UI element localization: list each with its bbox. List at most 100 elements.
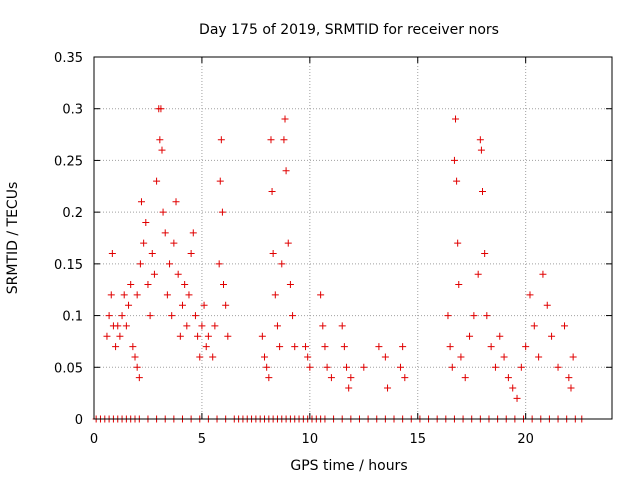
- data-point: [108, 250, 116, 258]
- data-point: [105, 312, 113, 320]
- data-point: [327, 374, 335, 382]
- data-point: [176, 332, 184, 340]
- data-point: [384, 384, 392, 392]
- data-point: [122, 322, 130, 330]
- data-point: [187, 250, 195, 258]
- data-point: [273, 322, 281, 330]
- data-point: [543, 301, 551, 309]
- data-point: [267, 136, 275, 144]
- data-point: [261, 353, 269, 361]
- data-point: [548, 332, 556, 340]
- data-point: [222, 301, 230, 309]
- data-point: [360, 363, 368, 371]
- data-point: [218, 208, 226, 216]
- data-point: [483, 312, 491, 320]
- data-point: [172, 198, 180, 206]
- data-point: [343, 363, 351, 371]
- data-point: [455, 281, 463, 289]
- data-point: [338, 322, 346, 330]
- y-tick-label: 0.35: [54, 51, 83, 66]
- data-point: [112, 343, 120, 351]
- data-point: [118, 312, 126, 320]
- data-point: [168, 312, 176, 320]
- y-tick-label: 0: [75, 413, 83, 428]
- data-point: [268, 187, 276, 195]
- x-tick-label: 0: [90, 432, 98, 447]
- data-point: [191, 312, 199, 320]
- data-point: [522, 343, 530, 351]
- x-tick-label: 20: [517, 432, 534, 447]
- data-point: [116, 332, 124, 340]
- data-point: [446, 343, 454, 351]
- x-axis-label: GPS time / hours: [290, 458, 407, 474]
- data-point: [153, 177, 161, 185]
- data-point: [204, 332, 212, 340]
- data-point: [258, 332, 266, 340]
- data-point: [136, 260, 144, 268]
- data-point: [107, 291, 115, 299]
- data-point: [144, 281, 152, 289]
- y-axis-label: SRMTID / TECUs: [5, 182, 21, 295]
- y-tick-label: 0.1: [62, 310, 83, 325]
- data-point: [148, 250, 156, 258]
- data-point: [142, 218, 150, 226]
- data-point: [224, 332, 232, 340]
- data-point: [491, 363, 499, 371]
- data-point: [504, 374, 512, 382]
- data-point: [281, 115, 289, 123]
- data-point: [185, 291, 193, 299]
- data-point: [452, 115, 460, 123]
- data-point: [567, 384, 575, 392]
- data-point: [135, 374, 143, 382]
- data-point: [444, 312, 452, 320]
- data-point: [220, 281, 227, 289]
- data-point: [454, 239, 462, 247]
- y-tick-labels: 0 0.05 0.1 0.15 0.2 0.25 0.3 0.35: [54, 51, 83, 428]
- data-point: [306, 363, 314, 371]
- data-point: [269, 250, 277, 258]
- data-point: [450, 156, 458, 164]
- data-point: [125, 301, 133, 309]
- data-point: [198, 322, 206, 330]
- data-point: [196, 353, 204, 361]
- data-point: [476, 136, 484, 144]
- tick-marks: [93, 56, 612, 420]
- x-tick-label: 15: [409, 432, 426, 447]
- data-point: [265, 374, 273, 382]
- data-point: [163, 291, 171, 299]
- data-point: [216, 177, 224, 185]
- data-point: [539, 270, 547, 278]
- data-point: [500, 353, 508, 361]
- x-tick-labels: 0 5 10 15 20: [90, 432, 534, 447]
- y-tick-label: 0.25: [54, 154, 83, 169]
- data-point: [131, 353, 139, 361]
- y-tick-label: 0.3: [62, 103, 83, 118]
- data-point: [530, 322, 538, 330]
- data-point: [200, 301, 208, 309]
- data-point: [396, 363, 404, 371]
- y-tick-label: 0.15: [54, 258, 83, 273]
- x-tick-label: 5: [198, 432, 206, 447]
- chart-title: Day 175 of 2019, SRMTID for receiver nor…: [199, 22, 499, 38]
- data-point: [289, 312, 297, 320]
- data-point: [286, 281, 294, 289]
- data-point: [479, 187, 486, 195]
- data-point: [183, 322, 191, 330]
- data-point: [278, 260, 286, 268]
- data-point: [114, 322, 122, 330]
- data-point: [340, 343, 348, 351]
- data-point: [517, 363, 525, 371]
- plot-frame: [93, 56, 613, 420]
- data-point: [345, 384, 353, 392]
- data-point: [375, 343, 383, 351]
- data-point: [282, 167, 290, 175]
- data-point: [159, 208, 167, 216]
- data-point: [453, 177, 461, 185]
- data-point: [466, 332, 474, 340]
- data-point: [302, 343, 310, 351]
- data-point: [276, 343, 284, 351]
- data-point: [150, 270, 158, 278]
- data-point: [189, 229, 197, 237]
- data-point: [194, 332, 202, 340]
